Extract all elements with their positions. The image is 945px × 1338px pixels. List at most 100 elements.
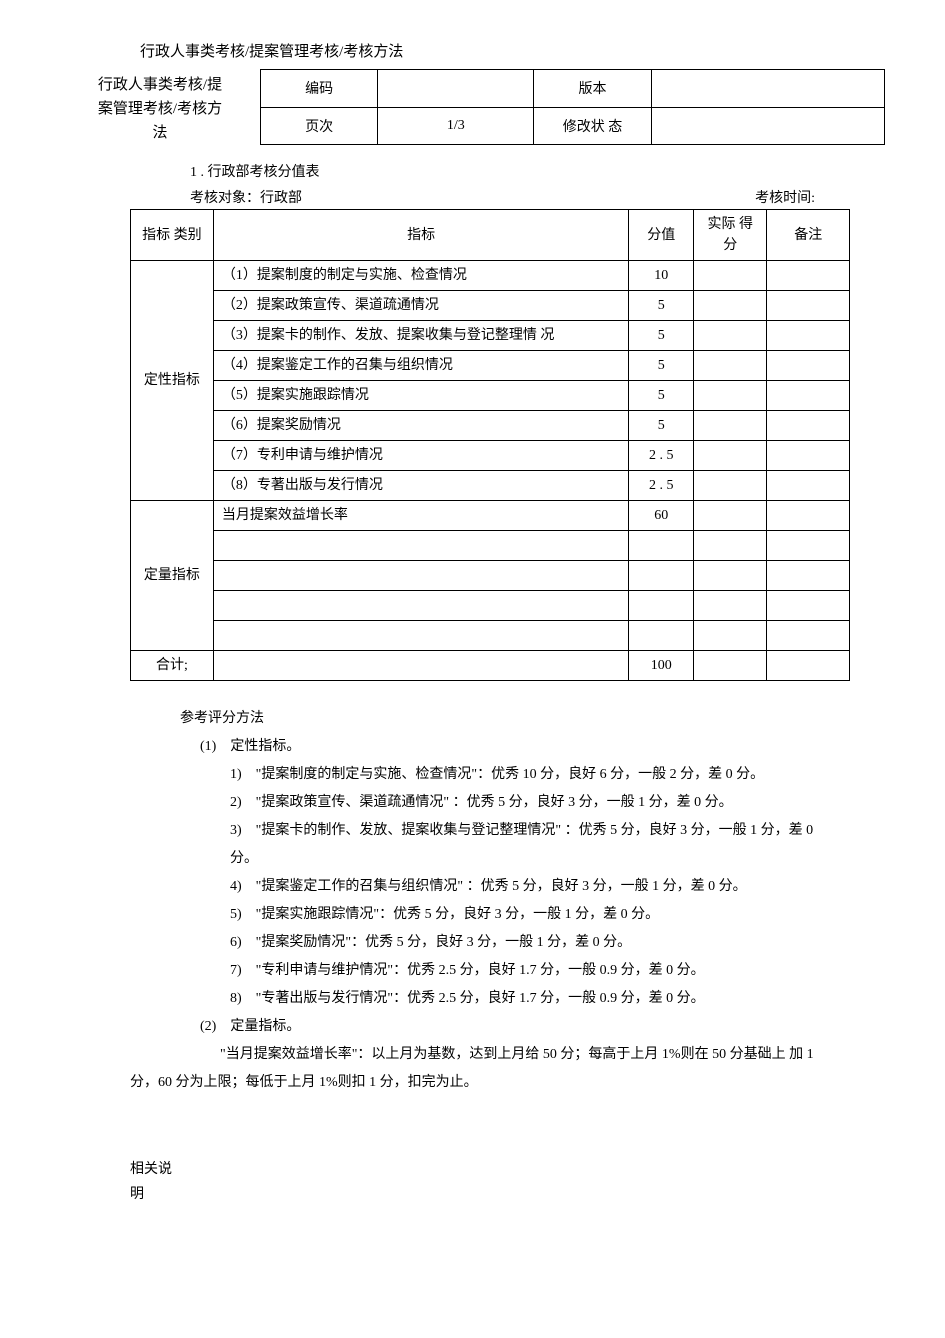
- table-row: [131, 621, 850, 651]
- section-1-title: 1 . 行政部考核分值表: [190, 161, 885, 181]
- actual-cell: [694, 411, 767, 441]
- note-cell: [767, 261, 850, 291]
- table-meta-row: 考核对象：行政部 考核时间:: [190, 187, 815, 207]
- header-left-line: 案管理考核/考核方: [60, 97, 260, 121]
- indicator-cell: [213, 621, 629, 651]
- indicator-cell: （6）提案奖励情况: [213, 411, 629, 441]
- score-cell: 5: [629, 291, 694, 321]
- assessment-target: 考核对象：行政部: [190, 187, 302, 207]
- actual-cell: [694, 351, 767, 381]
- note-cell: [767, 501, 850, 531]
- indicator-cell: 当月提案效益增长率: [213, 501, 629, 531]
- scoring-methods: 参考评分方法 (1) 定性指标。 1) "提案制度的制定与实施、检查情况"：优秀…: [180, 705, 815, 1041]
- methods-item: 7) "专利申请与维护情况"：优秀 2.5 分，良好 1.7 分，一般 0.9 …: [230, 957, 815, 985]
- footer-line: 明: [130, 1182, 885, 1207]
- indicator-cell: （7）专利申请与维护情况: [213, 441, 629, 471]
- table-row: （3）提案卡的制作、发放、提案收集与登记整理情 况5: [131, 321, 850, 351]
- note-cell: [767, 591, 850, 621]
- col-category: 指标 类别: [131, 210, 214, 261]
- actual-cell: [694, 441, 767, 471]
- quantitative-category-cell: 定量指标: [131, 501, 214, 651]
- score-cell: 5: [629, 351, 694, 381]
- table-row: （5）提案实施跟踪情况5: [131, 381, 850, 411]
- total-note-cell: [767, 651, 850, 681]
- total-score-cell: 100: [629, 651, 694, 681]
- version-value: [651, 70, 884, 108]
- score-cell: 10: [629, 261, 694, 291]
- table-row: [131, 561, 850, 591]
- score-table-header: 指标 类别 指标 分值 实际 得分 备注: [131, 210, 850, 261]
- total-actual-cell: [694, 651, 767, 681]
- table-row: （4）提案鉴定工作的召集与组织情况5: [131, 351, 850, 381]
- header-left-title: 行政人事类考核/提 案管理考核/考核方 法: [60, 69, 260, 145]
- methods-item: 5) "提案实施跟踪情况"：优秀 5 分，良好 3 分，一般 1 分，差 0 分…: [230, 901, 815, 929]
- score-cell: [629, 531, 694, 561]
- header-info-table: 编码 版本 页次 1/3 修改状 态: [260, 69, 885, 145]
- actual-cell: [694, 291, 767, 321]
- score-table: 指标 类别 指标 分值 实际 得分 备注 定性指标（1）提案制度的制定与实施、检…: [130, 209, 850, 681]
- methods-item: 3) "提案卡的制作、发放、提案收集与登记整理情况" ：优秀 5 分，良好 3 …: [230, 817, 815, 873]
- col-actual: 实际 得分: [694, 210, 767, 261]
- note-cell: [767, 441, 850, 471]
- indicator-cell: [213, 531, 629, 561]
- table-row: （2）提案政策宣传、渠道疏通情况5: [131, 291, 850, 321]
- actual-cell: [694, 501, 767, 531]
- header-left-line: 法: [60, 121, 260, 145]
- score-cell: [629, 561, 694, 591]
- actual-cell: [694, 591, 767, 621]
- methods-sec1-title: (1) 定性指标。: [200, 733, 815, 761]
- table-row: 定量指标当月提案效益增长率60: [131, 501, 850, 531]
- page-label: 页次: [261, 107, 378, 145]
- indicator-cell: （4）提案鉴定工作的召集与组织情况: [213, 351, 629, 381]
- indicator-cell: （1）提案制度的制定与实施、检查情况: [213, 261, 629, 291]
- note-cell: [767, 381, 850, 411]
- methods-item: 2) "提案政策宣传、渠道疏通情况" ：优秀 5 分，良好 3 分，一般 1 分…: [230, 789, 815, 817]
- table-row: （8）专著出版与发行情况2 . 5: [131, 471, 850, 501]
- score-cell: 5: [629, 381, 694, 411]
- score-cell: 2 . 5: [629, 441, 694, 471]
- col-score: 分值: [629, 210, 694, 261]
- score-cell: [629, 621, 694, 651]
- document-title: 行政人事类考核/提案管理考核/考核方法: [140, 40, 885, 61]
- indicator-cell: [213, 561, 629, 591]
- revision-label: 修改状 态: [534, 107, 651, 145]
- col-note: 备注: [767, 210, 850, 261]
- revision-value: [651, 107, 884, 145]
- actual-cell: [694, 381, 767, 411]
- version-label: 版本: [534, 70, 651, 108]
- note-cell: [767, 411, 850, 441]
- methods-item: 1) "提案制度的制定与实施、检查情况"：优秀 10 分，良好 6 分，一般 2…: [230, 761, 815, 789]
- methods-item: 6) "提案奖励情况"：优秀 5 分，良好 3 分，一般 1 分，差 0 分。: [230, 929, 815, 957]
- header-left-line: 行政人事类考核/提: [60, 73, 260, 97]
- assessment-time: 考核时间:: [755, 187, 815, 207]
- table-row: [131, 591, 850, 621]
- note-cell: [767, 351, 850, 381]
- methods-sec2-para: "当月提案效益增长率"：以上月为基数，达到上月给 50 分；每高于上月 1%则在…: [130, 1041, 815, 1097]
- note-cell: [767, 621, 850, 651]
- header-block: 行政人事类考核/提 案管理考核/考核方 法 编码 版本 页次 1/3 修改状 态: [60, 69, 885, 145]
- score-cell: [629, 591, 694, 621]
- actual-cell: [694, 471, 767, 501]
- score-cell: 5: [629, 321, 694, 351]
- actual-cell: [694, 321, 767, 351]
- total-row: 合计; 100: [131, 651, 850, 681]
- note-cell: [767, 291, 850, 321]
- table-row: [131, 531, 850, 561]
- actual-cell: [694, 531, 767, 561]
- table-row: （6）提案奖励情况5: [131, 411, 850, 441]
- footer-note: 相关说 明: [130, 1157, 885, 1207]
- actual-cell: [694, 561, 767, 591]
- indicator-cell: [213, 591, 629, 621]
- methods-title: 参考评分方法: [180, 705, 815, 733]
- indicator-cell: （5）提案实施跟踪情况: [213, 381, 629, 411]
- code-value: [378, 70, 534, 108]
- footer-line: 相关说: [130, 1157, 885, 1182]
- note-cell: [767, 471, 850, 501]
- actual-cell: [694, 621, 767, 651]
- note-cell: [767, 561, 850, 591]
- table-row: 定性指标（1）提案制度的制定与实施、检查情况10: [131, 261, 850, 291]
- qualitative-category-cell: 定性指标: [131, 261, 214, 501]
- methods-sec2-title: (2) 定量指标。: [200, 1013, 815, 1041]
- total-label-cell: 合计;: [131, 651, 214, 681]
- score-cell: 2 . 5: [629, 471, 694, 501]
